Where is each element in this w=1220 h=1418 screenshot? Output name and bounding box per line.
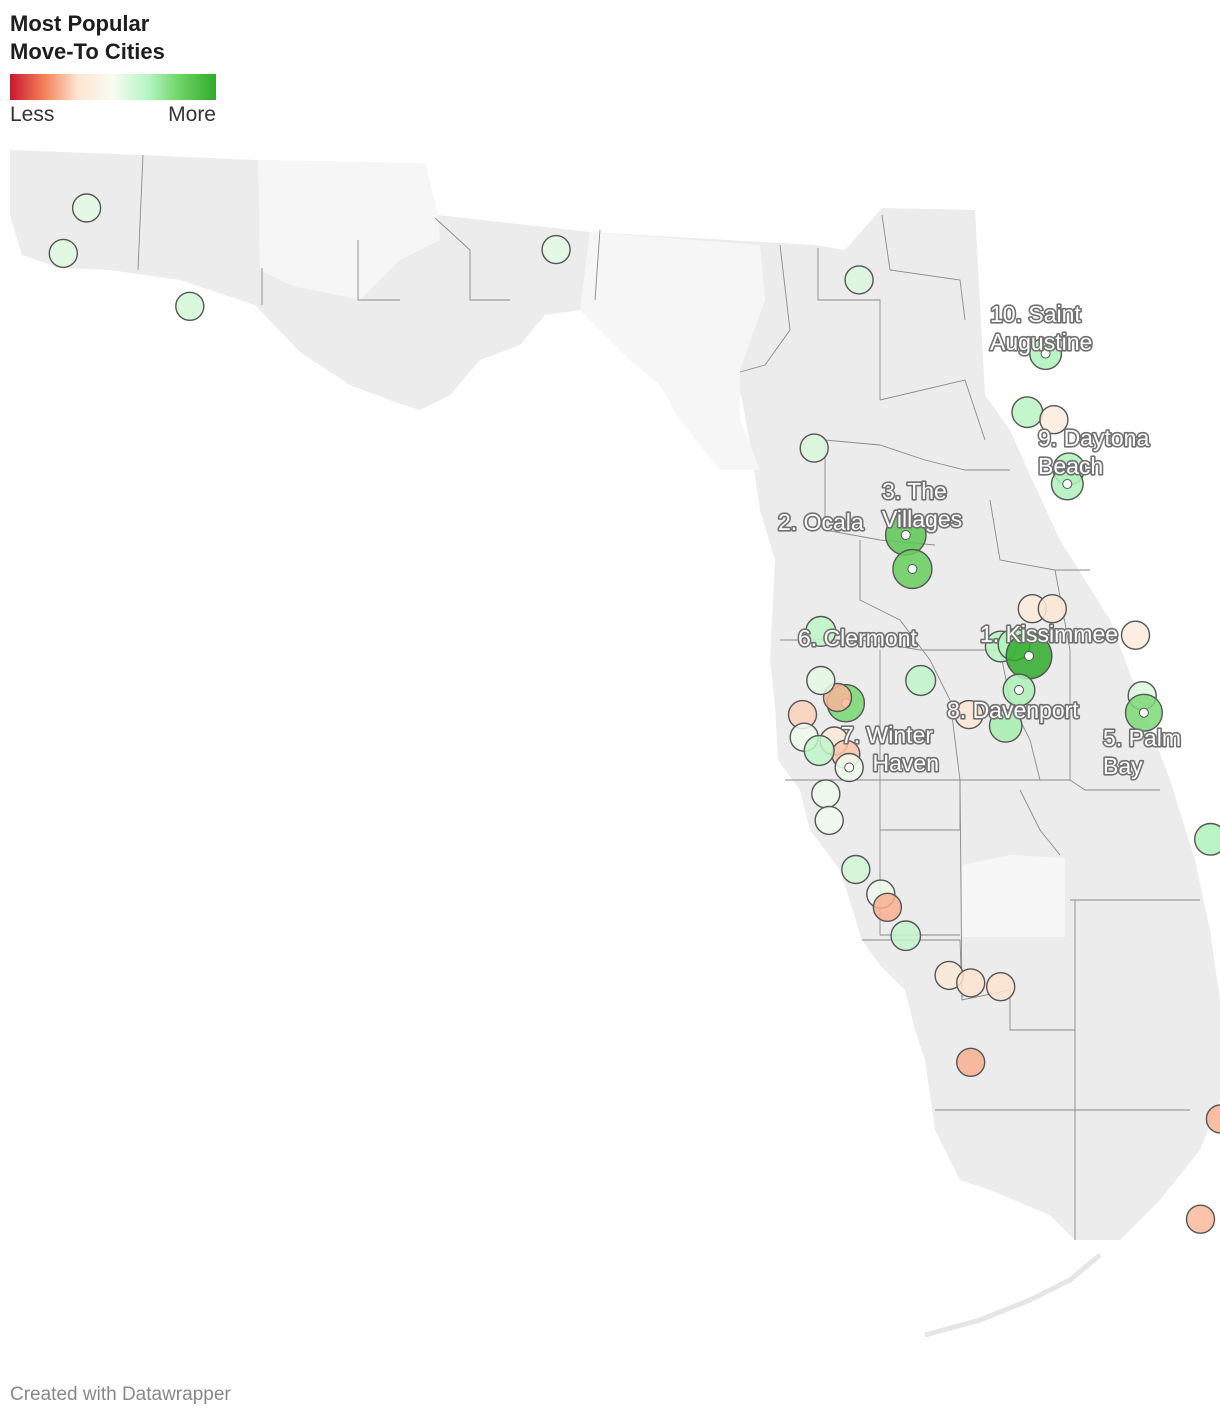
county-line — [1019, 789, 1061, 856]
light-county-bigbend — [580, 232, 765, 470]
city-marker[interactable] — [803, 734, 835, 767]
city-marker[interactable] — [1194, 822, 1220, 856]
city-marker[interactable] — [872, 892, 903, 922]
map-title-line2: Move-To Cities — [10, 39, 165, 64]
label-daytona-beach-line1: 9. Daytona — [1038, 425, 1149, 451]
label-palm-bay-line1: 5. Palm — [1103, 725, 1181, 751]
county-line — [434, 217, 510, 301]
label-winter-haven-line1: 7. Winter — [841, 722, 933, 748]
ranked-city-dot — [844, 762, 855, 773]
label-davenport: 8. Davenport — [947, 697, 1079, 723]
city-marker[interactable] — [71, 193, 102, 223]
label-palm-bay-line2: Bay — [1103, 753, 1143, 779]
city-marker[interactable] — [48, 238, 78, 269]
city-marker[interactable] — [811, 779, 841, 809]
city-marker[interactable] — [844, 265, 874, 295]
ranked-city-dot — [1062, 479, 1073, 489]
county-line — [137, 154, 144, 271]
light-county-highlands — [962, 855, 1065, 937]
ranked-city-dot — [1024, 651, 1034, 661]
city-marker[interactable] — [956, 1047, 986, 1078]
county-line — [881, 214, 966, 321]
light-county-north — [258, 160, 440, 300]
county-line — [739, 244, 791, 373]
city-marker[interactable] — [986, 972, 1016, 1002]
county-line — [989, 499, 1090, 571]
florida-map: 1. Kissimmee 2. Ocala 3. The Villages 5.… — [10, 150, 1220, 1338]
city-marker[interactable] — [1011, 396, 1044, 429]
label-winter-haven-line2: Haven — [873, 750, 939, 776]
city-marker[interactable] — [905, 664, 937, 697]
legend-more-label: More — [168, 103, 216, 126]
city-marker[interactable] — [1205, 1104, 1220, 1134]
datawrapper-credit: Created with Datawrapper — [10, 1384, 231, 1405]
city-marker[interactable] — [1039, 405, 1069, 435]
county-line — [357, 240, 400, 301]
florida-keys — [924, 1253, 1102, 1338]
county-line — [824, 439, 1010, 471]
city-marker[interactable] — [890, 920, 922, 952]
city-marker[interactable] — [175, 291, 205, 321]
county-line — [594, 229, 601, 301]
label-clermont: 6. Clermont — [798, 625, 917, 651]
city-marker[interactable] — [805, 615, 837, 647]
label-the-villages-line1: 3. The — [882, 478, 947, 504]
city-marker[interactable] — [1037, 594, 1068, 624]
label-kissimmee: 1. Kissimmee — [980, 621, 1118, 647]
legend-less-label: Less — [10, 103, 55, 126]
city-marker[interactable] — [541, 234, 571, 265]
label-daytona-beach-line2: Beach — [1038, 453, 1103, 479]
label-saint-augustine-line2: Augustine — [990, 329, 1092, 355]
ranked-city-dot — [1138, 707, 1149, 718]
county-line — [859, 540, 901, 621]
city-marker[interactable] — [1185, 1204, 1216, 1234]
ranked-city-dot — [907, 564, 918, 574]
county-line — [817, 248, 881, 400]
label-saint-augustine-line1: 10. Saint — [990, 301, 1081, 327]
city-marker[interactable] — [814, 805, 844, 836]
legend-gradient-bar — [10, 74, 216, 100]
county-line — [899, 619, 961, 781]
county-line — [879, 379, 986, 441]
ranked-city-dot — [1014, 685, 1024, 695]
city-markers — [48, 193, 1220, 1234]
city-marker[interactable] — [988, 709, 1023, 743]
label-the-villages-line2: Villages — [882, 506, 962, 532]
florida-land — [10, 150, 1220, 1338]
ranked-city-dot — [1040, 348, 1051, 359]
city-marker[interactable] — [841, 854, 871, 885]
city-marker[interactable] — [1120, 620, 1151, 650]
county-line — [1069, 779, 1160, 791]
ranked-city-dot — [900, 530, 911, 540]
county-line — [879, 650, 1070, 781]
city-marker[interactable] — [799, 433, 829, 463]
city-marker[interactable] — [956, 968, 986, 998]
city-labels: 1. Kissimmee 2. Ocala 3. The Villages 5.… — [776, 299, 1182, 780]
city-marker[interactable] — [806, 665, 836, 696]
map-title: Most Popular Move-To Cities — [10, 10, 165, 66]
county-borders — [137, 154, 1200, 1240]
map-title-line1: Most Popular — [10, 11, 150, 36]
florida-outline — [10, 150, 1220, 1240]
label-ocala: 2. Ocala — [778, 509, 864, 535]
city-marker[interactable] — [954, 699, 984, 730]
